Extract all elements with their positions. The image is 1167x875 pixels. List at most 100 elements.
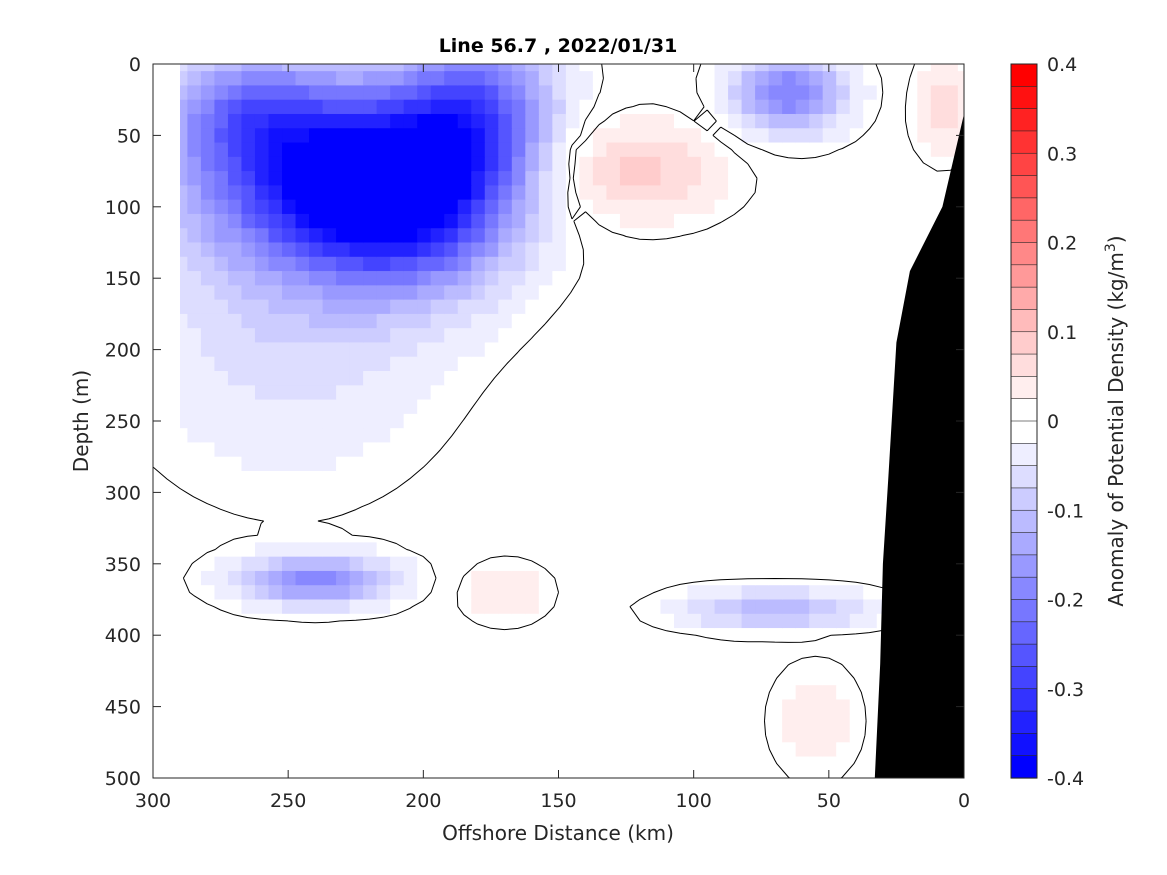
heatmap-cell	[808, 128, 823, 144]
heatmap-cell	[835, 85, 850, 101]
heatmap-cell	[565, 313, 580, 329]
heatmap-cell	[240, 113, 255, 129]
heatmap-cell	[632, 71, 647, 87]
heatmap-cell	[227, 242, 242, 258]
heatmap-cell	[362, 542, 377, 558]
heatmap-cell	[903, 242, 918, 258]
heatmap-cell	[267, 428, 283, 444]
y-tick-label: 150	[105, 268, 141, 290]
heatmap-cell	[267, 299, 283, 315]
heatmap-cell	[659, 385, 674, 401]
heatmap-cell	[511, 228, 526, 244]
heatmap-cell	[497, 542, 512, 558]
heatmap-cell	[551, 228, 566, 244]
heatmap-cell	[808, 742, 823, 758]
heatmap-cell	[524, 585, 539, 601]
colorbar-segment	[1010, 175, 1038, 199]
heatmap-cell	[240, 499, 255, 515]
heatmap-cell	[565, 213, 580, 229]
heatmap-cell	[416, 485, 431, 501]
heatmap-cell	[213, 256, 228, 272]
heatmap-cell	[511, 64, 526, 72]
heatmap-cell	[416, 113, 431, 129]
heatmap-cell	[240, 513, 255, 529]
heatmap-cell	[605, 156, 620, 172]
heatmap-cell	[808, 285, 823, 301]
heatmap-cell	[673, 285, 688, 301]
x-axis-ticks: 300 250 200 150 100 50 0	[135, 64, 970, 812]
heatmap-cell	[443, 542, 458, 558]
heatmap-cell	[240, 85, 255, 101]
heatmap-cell	[795, 699, 810, 715]
heatmap-cell	[605, 113, 620, 129]
heatmap-cell	[524, 570, 539, 586]
heatmap-cell	[335, 71, 350, 87]
heatmap-cell	[443, 513, 458, 529]
heatmap-cell	[632, 185, 647, 201]
heatmap-cell	[795, 628, 810, 643]
heatmap-cell	[240, 171, 255, 186]
heatmap-cell	[768, 299, 783, 315]
heatmap-cell	[200, 442, 215, 458]
heatmap-cell	[511, 628, 526, 643]
heatmap-cell	[294, 271, 310, 286]
heatmap-cell	[740, 128, 756, 144]
heatmap-cell	[335, 85, 350, 101]
heatmap-cell	[808, 556, 823, 572]
heatmap-cell	[389, 64, 404, 72]
heatmap-cell	[578, 399, 593, 415]
heatmap-cell	[768, 199, 783, 215]
heatmap-cell	[200, 171, 215, 186]
heatmap-cell	[538, 199, 553, 215]
heatmap-cell	[524, 228, 539, 244]
heatmap-cell	[565, 542, 580, 558]
heatmap-cell	[727, 64, 742, 72]
heatmap-cell	[416, 556, 431, 572]
heatmap-cell	[849, 185, 864, 201]
heatmap-cell	[240, 185, 255, 201]
heatmap-cell	[524, 99, 539, 115]
heatmap-cell	[605, 485, 620, 501]
heatmap-cell	[659, 199, 674, 215]
heatmap-cell	[808, 442, 823, 458]
heatmap-cell	[686, 156, 702, 172]
heatmap-cell	[376, 71, 391, 87]
heatmap-cell	[308, 328, 323, 344]
heatmap-cell	[227, 356, 242, 372]
heatmap-cell	[795, 599, 810, 615]
heatmap-cell	[795, 485, 810, 501]
heatmap-cell	[308, 356, 323, 372]
heatmap-cell	[795, 742, 810, 758]
heatmap-cell	[538, 128, 553, 144]
heatmap-cell	[362, 328, 377, 344]
heatmap-cell	[227, 371, 242, 386]
heatmap-cell	[822, 85, 837, 101]
heatmap-cell	[632, 385, 647, 401]
heatmap-cell	[578, 485, 593, 501]
heatmap-cell	[511, 442, 526, 458]
x-axis-label: Offshore Distance (km)	[442, 821, 674, 845]
heatmap-cell	[781, 299, 796, 315]
heatmap-cell	[200, 513, 215, 529]
heatmap-cell	[551, 242, 566, 258]
heatmap-cell	[294, 242, 310, 258]
heatmap-cell	[727, 285, 742, 301]
heatmap-cell	[835, 371, 850, 386]
heatmap-cell	[632, 342, 647, 358]
heatmap-cell	[470, 299, 485, 315]
heatmap-cell	[903, 171, 918, 186]
heatmap-cell	[686, 285, 702, 301]
heatmap-cell	[862, 456, 877, 472]
heatmap-cell	[213, 71, 228, 87]
heatmap-cell	[619, 71, 634, 87]
heatmap-cell	[592, 599, 607, 615]
heatmap-cell	[443, 470, 458, 486]
heatmap-cell	[254, 456, 269, 472]
heatmap-cell	[403, 71, 418, 87]
heatmap-cell	[713, 242, 729, 258]
heatmap-cell	[403, 442, 418, 458]
heatmap-cell	[605, 199, 620, 215]
heatmap-cell	[795, 228, 810, 244]
heatmap-cell	[849, 64, 864, 72]
heatmap-cell	[484, 713, 499, 729]
